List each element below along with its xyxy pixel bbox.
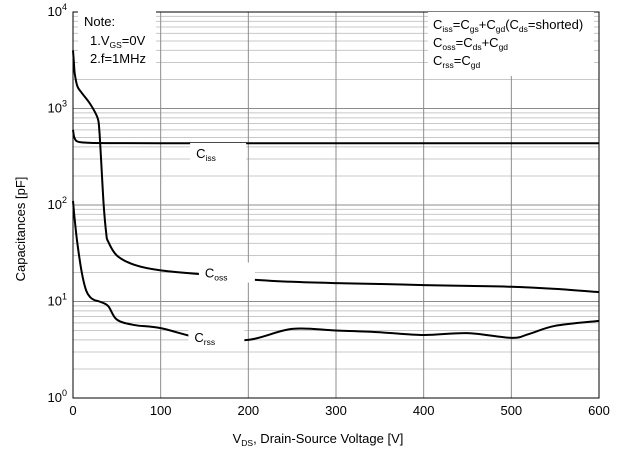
x-tick-label: 300 bbox=[325, 403, 347, 418]
definitions-box: Ciss=Cgs+Cgd(Cds=shorted)Coss=Cds+CgdCrs… bbox=[428, 12, 594, 76]
x-tick-label: 400 bbox=[413, 403, 435, 418]
note-line-1: 1.VGS=0V bbox=[90, 33, 146, 50]
series-curves bbox=[72, 50, 600, 342]
x-tick-label: 200 bbox=[237, 403, 259, 418]
y-tick-label: 103 bbox=[48, 99, 67, 116]
note-background bbox=[78, 10, 156, 66]
y-axis-label: Capacitances [pF] bbox=[13, 177, 28, 282]
definition-line: Ciss=Cgs+Cgd(Cds=shorted) bbox=[433, 17, 583, 34]
y-tick-label: 100 bbox=[48, 388, 67, 405]
series-label-background bbox=[190, 142, 247, 163]
definition-line: Crss=Cgd bbox=[433, 53, 480, 70]
definitions-background bbox=[428, 12, 594, 76]
x-tick-label: 600 bbox=[588, 403, 610, 418]
series-label-crss: Crss bbox=[194, 330, 215, 347]
series-line-crss bbox=[72, 200, 600, 342]
x-axis-label: VDS, Drain-Source Voltage [V] bbox=[233, 431, 404, 448]
y-tick-label: 101 bbox=[48, 292, 67, 309]
x-tick-labels: 0 100 200 300 400 500 600 bbox=[69, 403, 609, 418]
series-line-ciss bbox=[72, 129, 599, 145]
series-labels: Ciss Coss Crss bbox=[188, 142, 255, 347]
note-box: Note: 1.VGS=0V 2.f=1MHz bbox=[78, 10, 156, 66]
series-label-ciss: Ciss bbox=[196, 146, 216, 163]
note-line-2: 2.f=1MHz bbox=[90, 51, 146, 66]
x-tick-label: 100 bbox=[150, 403, 172, 418]
series-label-background bbox=[198, 262, 255, 283]
x-tick-label: 0 bbox=[69, 403, 76, 418]
definition-line: Coss=Cds+Cgd bbox=[433, 35, 508, 52]
series-label-background bbox=[188, 326, 245, 347]
y-tick-label: 104 bbox=[48, 2, 67, 19]
y-tick-labels: 100 101 102 103 104 bbox=[48, 2, 67, 405]
x-tick-label: 500 bbox=[500, 403, 522, 418]
y-tick-label: 102 bbox=[48, 195, 67, 212]
note-title: Note: bbox=[84, 14, 115, 29]
series-line-coss bbox=[72, 50, 600, 294]
series-label-coss: Coss bbox=[205, 266, 228, 283]
